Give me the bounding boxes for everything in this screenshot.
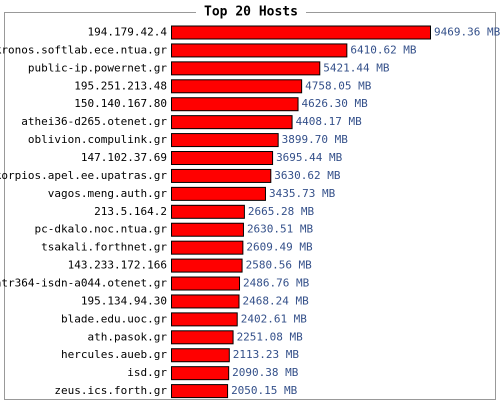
value-label: 2050.15 MB: [231, 384, 298, 397]
bar: [171, 61, 321, 76]
y-tick-label: 195.251.213.48: [74, 79, 167, 92]
bar: [171, 276, 241, 291]
y-tick-label: hercules.aueb.gr: [61, 348, 167, 361]
bar: [171, 366, 230, 381]
bar: [171, 151, 274, 166]
value-label: 2580.56 MB: [246, 259, 313, 272]
y-tick-label: athei36-d265.otenet.gr: [21, 115, 167, 128]
value-label: 2402.61 MB: [241, 312, 308, 325]
y-tick-label: skorpios.apel.ee.upatras.gr: [0, 169, 167, 182]
y-tick-label: 213.5.164.2: [94, 205, 167, 218]
value-label: 2090.38 MB: [232, 366, 299, 379]
bar: [171, 133, 279, 148]
bar: [171, 312, 238, 327]
y-tick-label: blade.edu.uoc.gr: [61, 312, 167, 325]
y-tick-label: 195.134.94.30: [81, 294, 167, 307]
y-tick-label: isd.gr: [127, 366, 167, 379]
value-label: 3630.62 MB: [274, 169, 341, 182]
y-tick-label: patr364-isdn-a044.otenet.gr: [0, 277, 167, 290]
title-background: [196, 4, 306, 20]
bar: [171, 25, 431, 40]
value-label: 9469.36 MB: [434, 26, 500, 39]
bar: [171, 115, 293, 130]
bar: [171, 168, 272, 183]
bar: [171, 79, 303, 94]
value-label: 2486.76 MB: [243, 277, 310, 290]
y-tick-label: vagos.meng.auth.gr: [48, 187, 168, 200]
bar: [171, 222, 244, 237]
value-label: 3435.73 MB: [269, 187, 336, 200]
value-label: 2665.28 MB: [248, 205, 315, 218]
y-tick-label: 147.102.37.69: [81, 151, 167, 164]
bar: [171, 294, 240, 309]
value-label: 4626.30 MB: [302, 97, 369, 110]
bar: [171, 97, 299, 112]
value-label: 2113.23 MB: [233, 348, 300, 361]
y-tick-label: kronos.softlab.ece.ntua.gr: [0, 43, 167, 56]
y-tick-label: tsakali.forthnet.gr: [41, 241, 167, 254]
value-label: 2468.24 MB: [243, 294, 310, 307]
value-label: 6410.62 MB: [350, 43, 417, 56]
y-tick-label: ath.pasok.gr: [88, 330, 168, 343]
bar: [171, 240, 244, 255]
bar: [171, 348, 230, 363]
value-label: 2251.08 MB: [237, 330, 304, 343]
y-tick-label: pc-dkalo.noc.ntua.gr: [35, 223, 168, 236]
bar: [171, 204, 245, 219]
y-tick-label: oblivion.compulink.gr: [28, 133, 167, 146]
value-label: 2609.49 MB: [246, 241, 313, 254]
y-tick-label: zeus.ics.forth.gr: [54, 384, 167, 397]
bar: [171, 258, 243, 273]
bar: [171, 186, 266, 201]
y-tick-label: 150.140.167.80: [74, 97, 167, 110]
bar: [171, 384, 229, 399]
bar: [171, 330, 234, 345]
value-label: 3695.44 MB: [276, 151, 343, 164]
value-label: 5421.44 MB: [323, 61, 390, 74]
value-label: 4408.17 MB: [296, 115, 363, 128]
y-tick-label: public-ip.powernet.gr: [28, 61, 167, 74]
value-label: 2630.51 MB: [247, 223, 314, 236]
y-tick-label: 194.179.42.4: [88, 26, 168, 39]
chart-title: Top 20 Hosts: [204, 5, 298, 20]
value-label: 3899.70 MB: [282, 133, 349, 146]
value-label: 4758.05 MB: [305, 79, 372, 92]
bar: [171, 43, 348, 58]
y-tick-label: 143.233.172.166: [68, 259, 167, 272]
